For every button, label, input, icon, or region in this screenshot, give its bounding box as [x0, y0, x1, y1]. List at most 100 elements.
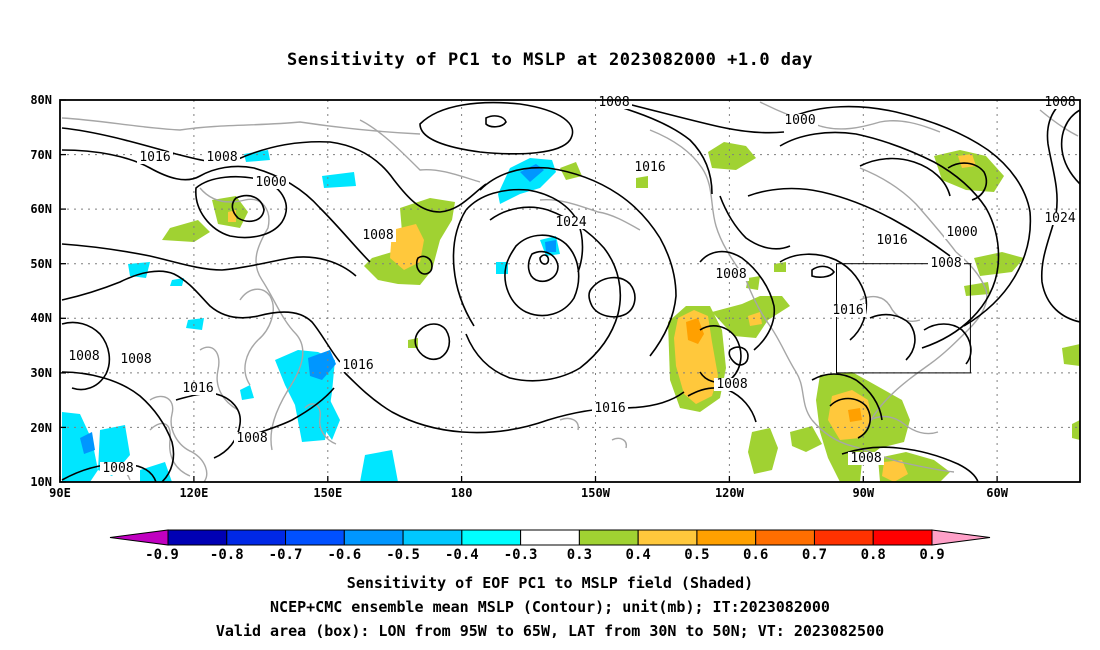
contour-label-bg: [553, 216, 589, 229]
colorbar-label: 0.9: [919, 547, 944, 563]
colorbar-max-arrow: [931, 529, 991, 546]
colorbar-label: -0.7: [269, 547, 303, 563]
colorbar-label: -0.6: [327, 547, 361, 563]
colorbar-swatch: [461, 529, 522, 546]
colorbar-label: 0.6: [743, 547, 768, 563]
lon-label: 150W: [581, 486, 611, 500]
lat-label: 40N: [30, 311, 52, 325]
contour-label: 1024: [555, 215, 586, 230]
colorbar: -0.9 -0.8 -0.7 -0.6 -0.5 -0.4 -0.3 0.3 0.4 0.5 0.6…: [109, 529, 991, 563]
lat-label: 10N: [30, 475, 52, 489]
contour-label: 1016: [139, 150, 170, 165]
colorbar-label: 0.8: [861, 547, 886, 563]
longitude-labels: 90E 120E 150E 180 150W 120W 90W 60W: [49, 486, 1009, 500]
contour-label: 1008: [68, 349, 99, 364]
valid-area-box: [836, 263, 971, 374]
lon-label: 60W: [986, 486, 1008, 500]
contour-label-bg: [137, 151, 173, 164]
contour-label: 1016: [342, 358, 373, 373]
colorbar-swatch: [637, 529, 698, 546]
contour-label: 1000: [946, 225, 977, 240]
axis-ticks: [59, 99, 998, 483]
contour-label: 1000: [255, 175, 286, 190]
colorbar-label: -0.4: [445, 547, 479, 563]
lon-label: 150E: [313, 486, 342, 500]
colorbar-label: 0.4: [626, 547, 651, 563]
contour-label: 1016: [832, 303, 863, 318]
contour-label-bg: [848, 452, 884, 465]
contour-label-bg: [714, 378, 750, 391]
contour-label-bg: [928, 257, 964, 270]
colorbar-swatch: [343, 529, 404, 546]
contour-label-bg: [100, 462, 136, 475]
caption-contour: NCEP+CMC ensemble mean MSLP (Contour); u…: [270, 598, 830, 616]
lat-label: 70N: [30, 148, 52, 162]
colorbar-swatch: [226, 529, 287, 546]
colorbar-label: 0.3: [567, 547, 592, 563]
colorbar-swatch: [813, 529, 874, 546]
colorbar-label: -0.3: [504, 547, 538, 563]
contour-label: 1008: [120, 352, 151, 367]
contour-label: 1008: [930, 256, 961, 271]
lon-label: 90W: [852, 486, 874, 500]
latitude-labels: 80N 70N 60N 50N 40N 30N 20N 10N: [30, 93, 52, 489]
contour-label-bg: [180, 382, 216, 395]
contour-label: 1016: [182, 381, 213, 396]
lat-label: 20N: [30, 421, 52, 435]
colorbar-swatch: [578, 529, 639, 546]
contour-label: 1016: [594, 401, 625, 416]
lon-label: 120E: [179, 486, 208, 500]
contour-label: 1008: [236, 431, 267, 446]
colorbar-label: 0.7: [802, 547, 827, 563]
contour-label: 1008: [206, 150, 237, 165]
lat-label: 30N: [30, 366, 52, 380]
contour-label-bg: [830, 304, 866, 317]
colorbar-label: -0.9: [145, 547, 179, 563]
colorbar-label: -0.5: [386, 547, 420, 563]
lat-label: 80N: [30, 93, 52, 107]
contour-label-bg: [874, 234, 910, 247]
caption-shaded: Sensitivity of EOF PC1 to MSLP field (Sh…: [346, 574, 754, 592]
colorbar-swatch: [402, 529, 463, 546]
colorbar-swatch: [872, 529, 933, 546]
contour-label: 1000: [784, 113, 815, 128]
contour-label-bg: [204, 151, 240, 164]
contour-label-bg: [1042, 212, 1078, 225]
contour-label-bg: [632, 161, 668, 174]
colorbar-label: 0.5: [684, 547, 709, 563]
contour-label-bg: [713, 268, 749, 281]
contour-label-bg: [360, 229, 396, 242]
colorbar-swatch: [167, 529, 228, 546]
contour-label: 1008: [1044, 95, 1075, 110]
colorbar-label: -0.8: [210, 547, 244, 563]
plot-title: Sensitivity of PC1 to MSLP at 2023082000…: [286, 50, 813, 70]
lat-label: 60N: [30, 202, 52, 216]
lon-label: 180: [451, 486, 473, 500]
colorbar-swatch: [285, 529, 345, 546]
contour-label: 1008: [715, 267, 746, 282]
contour-label-bg: [592, 402, 628, 415]
shaded-sensitivity: [62, 142, 1080, 482]
caption-valid-area: Valid area (box): LON from 95W to 65W, L…: [215, 622, 885, 640]
contour-label-bg: [340, 359, 376, 372]
contour-labels: 1008 1016 1008 1000 1008 1016 1024 1000 1016 1000…: [66, 95, 1078, 476]
contour-label-bg: [234, 432, 270, 445]
lat-label: 50N: [30, 257, 52, 271]
contour-label: 1008: [598, 95, 629, 110]
colorbar-swatch: [755, 529, 815, 546]
contour-label: 1008: [102, 461, 133, 476]
plot-frame: [59, 99, 1081, 483]
contour-label: 1016: [634, 160, 665, 175]
contour-label-bg: [66, 350, 102, 363]
contour-label-bg: [253, 176, 289, 189]
lon-label: 90E: [49, 486, 71, 500]
contour-label: 1016: [876, 233, 907, 248]
contour-label-bg: [118, 353, 154, 366]
lon-label: 120W: [715, 486, 745, 500]
contour-label: 1008: [850, 451, 881, 466]
contour-label-bg: [944, 226, 980, 239]
colorbar-swatch: [696, 529, 757, 546]
contour-label: 1008: [716, 377, 747, 392]
contour-label: 1008: [362, 228, 393, 243]
